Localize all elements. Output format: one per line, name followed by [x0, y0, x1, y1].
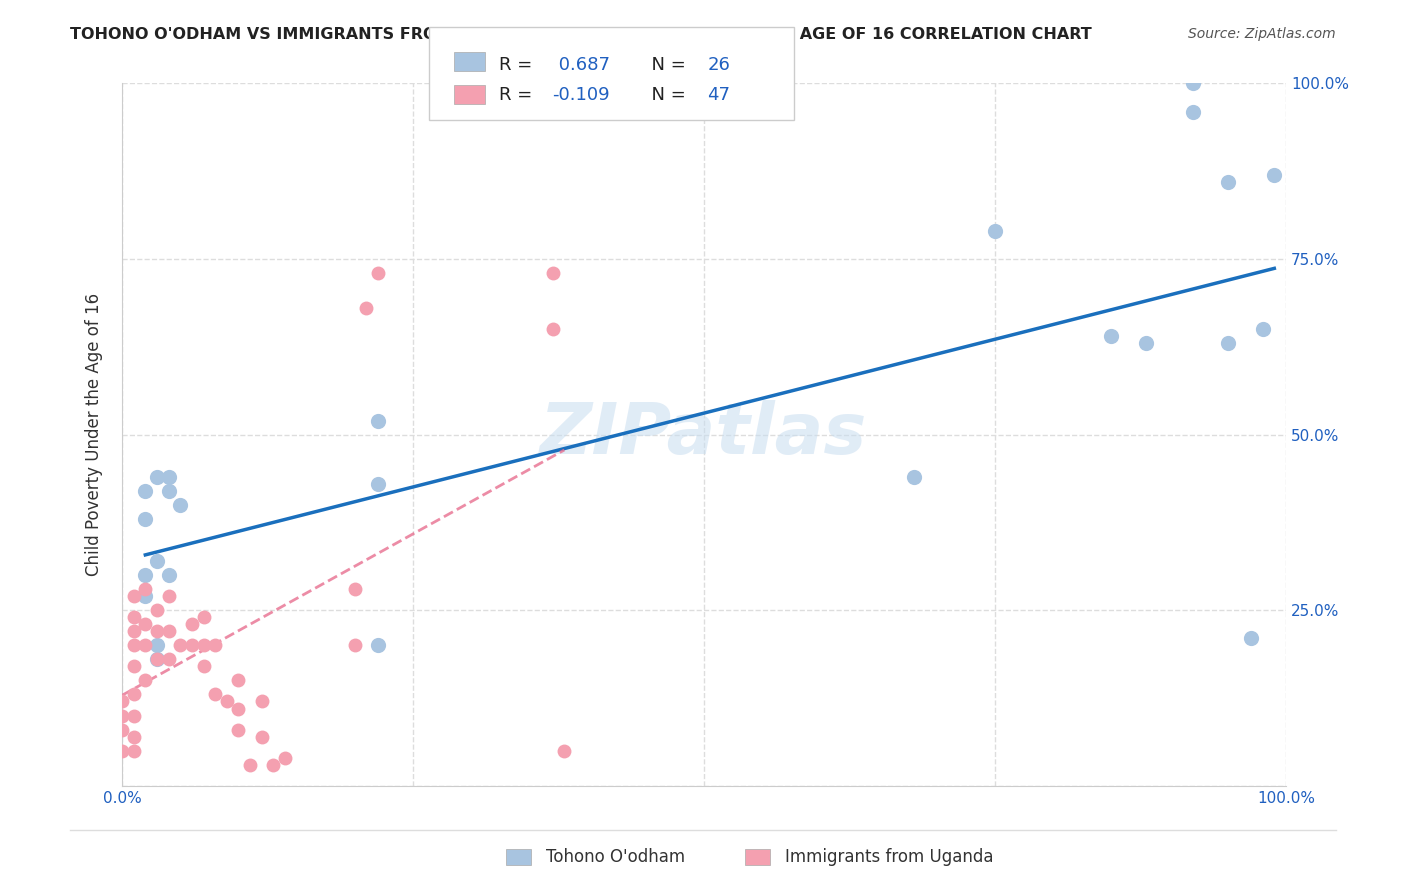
Point: [157, 568, 180, 582]
Point: [122, 638, 145, 652]
Point: [169, 638, 191, 652]
Point: [122, 659, 145, 673]
Point: [1216, 336, 1239, 351]
Point: [356, 301, 378, 316]
Point: [122, 589, 145, 603]
Point: [111, 708, 134, 723]
Point: [1251, 322, 1274, 336]
Point: [367, 638, 389, 652]
Point: [343, 582, 366, 596]
Point: [215, 694, 238, 708]
Point: [134, 617, 156, 632]
Text: Source: ZipAtlas.com: Source: ZipAtlas.com: [1188, 27, 1336, 41]
Text: TOHONO O'ODHAM VS IMMIGRANTS FROM UGANDA CHILD POVERTY UNDER THE AGE OF 16 CORRE: TOHONO O'ODHAM VS IMMIGRANTS FROM UGANDA…: [70, 27, 1092, 42]
Point: [367, 266, 389, 280]
Point: [146, 469, 169, 483]
Point: [146, 603, 169, 617]
Point: [122, 708, 145, 723]
Text: -0.109: -0.109: [553, 87, 610, 104]
Point: [193, 659, 215, 673]
Point: [1216, 175, 1239, 189]
Point: [111, 694, 134, 708]
Point: [1135, 336, 1157, 351]
Point: [204, 638, 226, 652]
Point: [122, 688, 145, 702]
Point: [122, 610, 145, 624]
Point: [122, 730, 145, 744]
Y-axis label: Child Poverty Under the Age of 16: Child Poverty Under the Age of 16: [86, 293, 103, 576]
Text: 0.687: 0.687: [553, 56, 610, 74]
Point: [146, 652, 169, 666]
Point: [134, 582, 156, 596]
Point: [193, 638, 215, 652]
Point: [134, 589, 156, 603]
Point: [228, 723, 250, 737]
Point: [250, 730, 273, 744]
Point: [134, 568, 156, 582]
Point: [122, 624, 145, 639]
Point: [262, 757, 284, 772]
Point: [274, 750, 297, 764]
Point: [239, 757, 262, 772]
Point: [1240, 632, 1263, 646]
Point: [367, 476, 389, 491]
Point: [157, 469, 180, 483]
Text: R =: R =: [499, 56, 538, 74]
Text: 47: 47: [707, 87, 730, 104]
Point: [1181, 104, 1204, 119]
Point: [122, 744, 145, 758]
Point: [157, 652, 180, 666]
Point: [541, 322, 564, 336]
Point: [228, 673, 250, 688]
Point: [146, 638, 169, 652]
Point: [343, 638, 366, 652]
Point: [134, 483, 156, 498]
Point: [1181, 77, 1204, 91]
Point: [903, 469, 925, 483]
Point: [541, 266, 564, 280]
Text: ZIPatlas: ZIPatlas: [540, 401, 868, 469]
Point: [228, 701, 250, 715]
Point: [180, 617, 202, 632]
Point: [157, 589, 180, 603]
Text: N =: N =: [640, 87, 692, 104]
Point: [193, 610, 215, 624]
Point: [984, 224, 1007, 238]
Point: [367, 413, 389, 427]
Point: [146, 554, 169, 568]
Point: [134, 673, 156, 688]
Point: [1099, 329, 1122, 343]
Point: [134, 638, 156, 652]
Text: R =: R =: [499, 87, 538, 104]
Point: [157, 483, 180, 498]
Text: Tohono O'odham: Tohono O'odham: [546, 848, 685, 866]
Point: [134, 512, 156, 526]
Point: [204, 688, 226, 702]
Point: [111, 723, 134, 737]
Point: [111, 744, 134, 758]
Point: [250, 694, 273, 708]
Point: [146, 624, 169, 639]
Point: [1263, 168, 1285, 182]
Text: 26: 26: [707, 56, 730, 74]
Text: N =: N =: [640, 56, 692, 74]
Text: Immigrants from Uganda: Immigrants from Uganda: [785, 848, 993, 866]
Point: [553, 744, 575, 758]
Point: [157, 624, 180, 639]
Point: [180, 638, 202, 652]
Point: [169, 498, 191, 512]
Point: [146, 652, 169, 666]
